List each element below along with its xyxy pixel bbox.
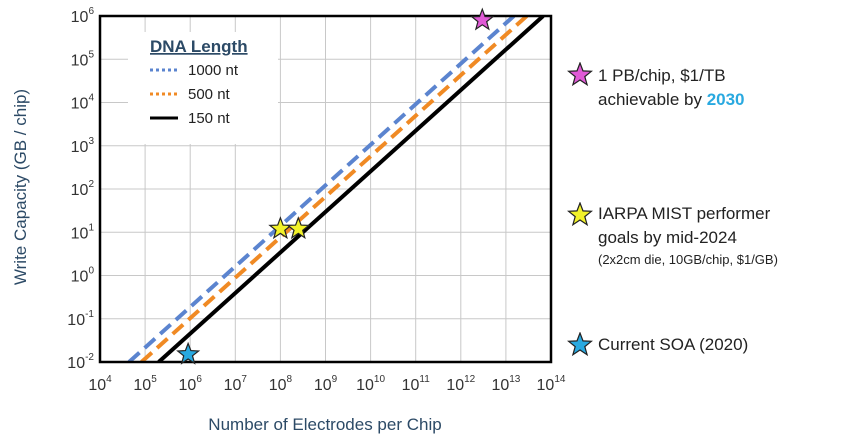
- point-star-2: [286, 216, 311, 240]
- annotation-iarpa: IARPA MIST performer goals by mid-2024 (…: [598, 202, 778, 270]
- chart-series-lines: [127, 16, 545, 362]
- y-tick-label-5: 103: [71, 136, 95, 156]
- series-line-150-nt: [157, 16, 545, 362]
- annotation-iarpa-line1: IARPA MIST performer: [598, 204, 771, 223]
- x-axis-ticks: 104 105 106 107 108 109 1010 1011 1012 1013 1014: [88, 374, 566, 394]
- legend: DNA Length 1000 nt 500 nt 150 nt: [128, 32, 278, 144]
- legend-box: [128, 32, 278, 144]
- x-tick-label-8: 1012: [446, 374, 475, 394]
- x-tick-label-0: 104: [88, 374, 112, 394]
- x-tick-label-4: 108: [269, 374, 293, 394]
- legend-title: DNA Length: [150, 37, 248, 56]
- chart-frame: [98, 14, 553, 364]
- x-tick-label-7: 1011: [402, 374, 431, 394]
- legend-label-1: 500 nt: [188, 86, 231, 103]
- x-tick-label-3: 107: [224, 374, 248, 394]
- y-axis-label: Write Capacity (GB / chip): [11, 89, 30, 285]
- y-tick-label-4: 102: [71, 179, 95, 199]
- x-tick-label-9: 1013: [491, 374, 520, 394]
- star-icon-blue: [567, 332, 593, 357]
- annotation-pb-line1: 1 PB/chip, $1/TB: [598, 66, 726, 85]
- chart-points: [176, 7, 495, 365]
- x-tick-label-10: 1014: [537, 374, 566, 394]
- series-line-1000-nt: [127, 16, 516, 362]
- legend-label-0: 1000 nt: [188, 62, 239, 79]
- star-icon-yellow: [567, 202, 593, 227]
- y-axis-ticks: 10-2 10-1 100 101 102 103 104 105 106: [67, 6, 94, 372]
- y-tick-label-7: 105: [71, 49, 95, 69]
- x-tick-label-5: 109: [314, 374, 338, 394]
- annotation-pb-line2: achievable by 2030: [598, 88, 745, 112]
- y-tick-label-6: 104: [71, 93, 95, 113]
- x-tick-label-1: 105: [133, 374, 157, 394]
- x-axis-label: Number of Electrodes per Chip: [208, 415, 441, 434]
- star-icon-magenta: [567, 62, 593, 87]
- point-star-3: [176, 341, 201, 365]
- y-tick-label-3: 101: [71, 222, 95, 242]
- annotation-pb-year: 2030: [706, 90, 745, 109]
- y-tick-label-2: 100: [71, 266, 95, 286]
- x-tick-label-2: 106: [179, 374, 203, 394]
- series-line-500-nt: [140, 16, 529, 362]
- annotation-soa-text: Current SOA (2020): [598, 335, 749, 354]
- annotation-iarpa-line3: (2x2cm die, 10GB/chip, $1/GB): [598, 252, 778, 267]
- x-tick-label-6: 1010: [356, 374, 385, 394]
- annotation-pb: 1 PB/chip, $1/TB achievable by 2030: [598, 64, 745, 112]
- y-tick-label-8: 106: [71, 6, 95, 26]
- annotation-soa: Current SOA (2020): [598, 333, 748, 357]
- point-star-0: [470, 7, 495, 31]
- y-tick-label-0: 10-2: [67, 352, 94, 372]
- annotation-iarpa-line2: goals by mid-2024: [598, 228, 737, 247]
- annotation-pb-prefix: achievable by: [598, 90, 707, 109]
- legend-label-2: 150 nt: [188, 110, 231, 127]
- y-tick-label-1: 10-1: [67, 309, 94, 329]
- plot-border: [98, 14, 553, 364]
